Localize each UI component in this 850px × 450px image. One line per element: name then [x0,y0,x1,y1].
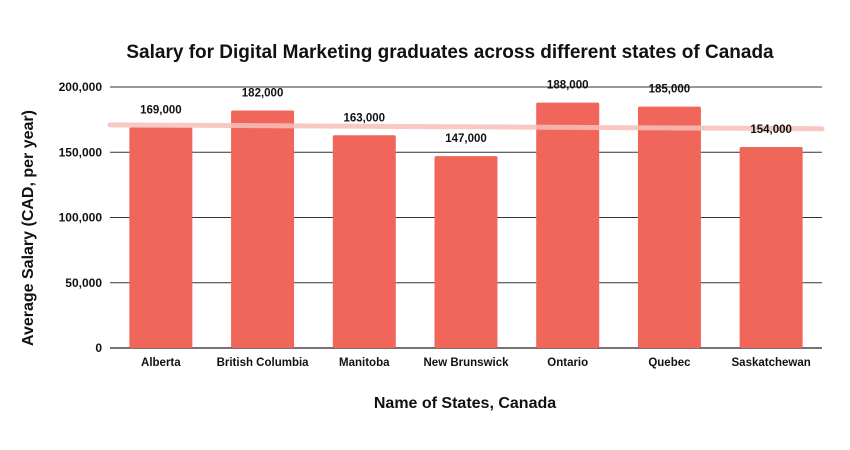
bar [231,110,295,349]
data-label: 147,000 [445,133,487,145]
x-axis-categories: Alberta British Columbia Manitoba New Bruns… [141,357,811,369]
bar [536,102,600,348]
y-tick-label: 100,000 [59,211,103,225]
data-labels: 169,000 182,000 163,000 147,000 188,000 185,0… [140,80,792,146]
bar [129,127,193,348]
chart-title: Salary for Digital Marketing graduates a… [126,42,774,63]
data-label: 182,000 [242,87,284,99]
data-label: 154,000 [750,124,792,136]
x-tick-label: Manitoba [339,357,390,369]
data-label: 185,000 [649,84,691,96]
x-tick-label: Ontario [547,357,588,369]
x-tick-label: Saskatchewan [732,357,811,369]
bar [332,135,396,348]
bar [637,106,701,348]
y-tick-label: 200,000 [59,80,103,94]
x-tick-label: British Columbia [217,357,310,369]
trendline [107,122,825,132]
y-axis-ticks: 0 50,000 100,000 150,000 200,000 [59,80,103,355]
trendline-layer [107,122,825,132]
data-label: 188,000 [547,80,589,92]
bars [129,102,803,349]
x-tick-label: Quebec [648,357,691,369]
y-tick-label: 0 [95,341,102,355]
y-axis-title: Average Salary (CAD, per year) [20,110,37,346]
data-label: 163,000 [343,112,385,124]
y-tick-label: 50,000 [65,276,102,290]
x-axis-title: Name of States, Canada [374,395,556,412]
bar [434,156,498,348]
x-tick-label: Alberta [141,357,181,369]
data-label: 169,000 [140,104,182,116]
x-tick-label: New Brunswick [424,357,510,369]
y-tick-label: 150,000 [59,145,103,159]
bar [739,147,803,348]
